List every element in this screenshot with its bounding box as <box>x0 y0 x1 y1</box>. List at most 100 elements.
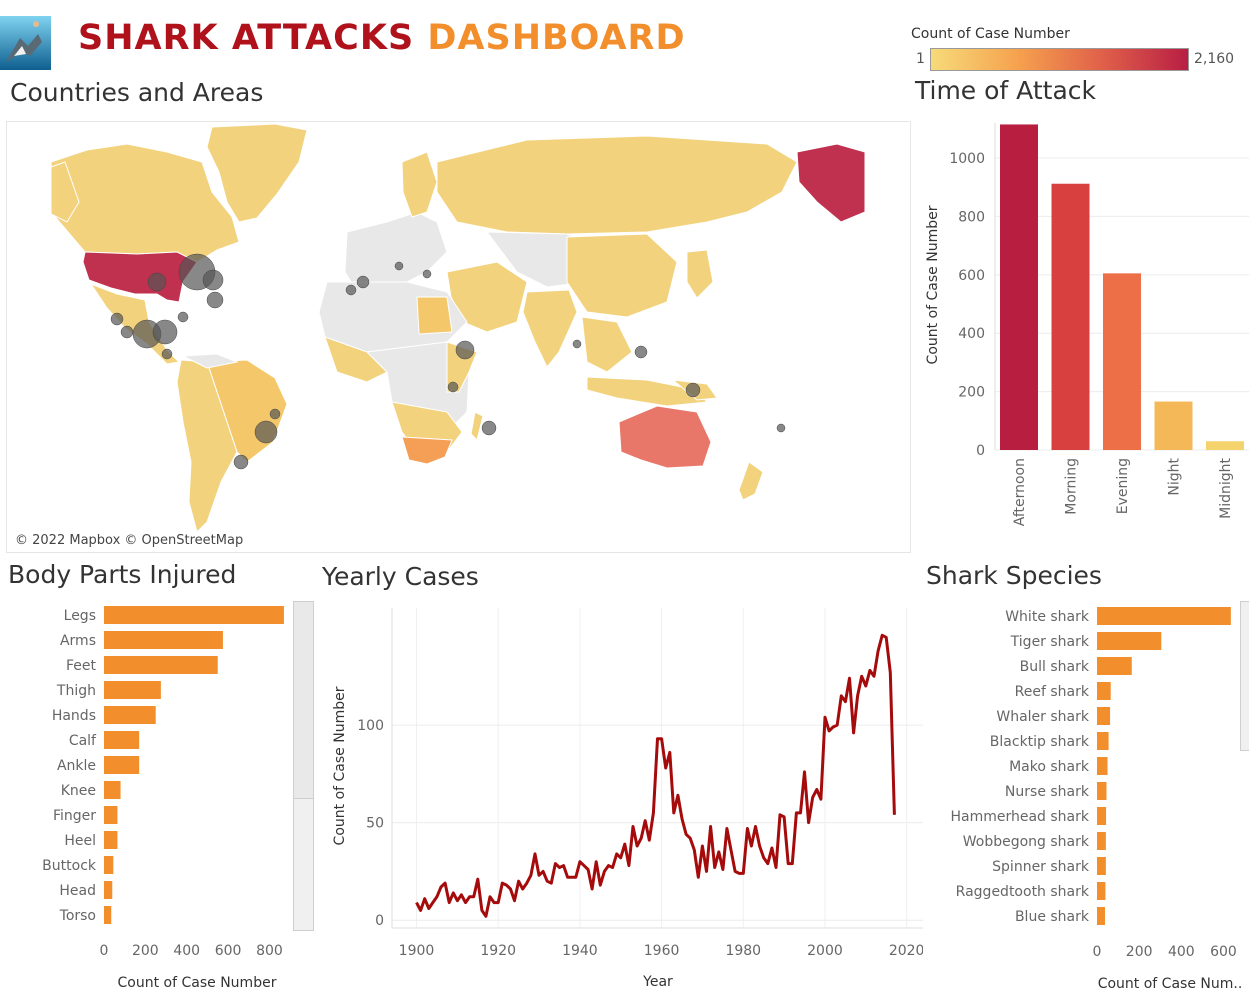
category-label: Calf <box>69 733 97 749</box>
series-line <box>415 633 896 918</box>
x-tick-label: 0 <box>1093 944 1102 960</box>
y-tick-label: 600 <box>958 268 985 284</box>
bar <box>1097 657 1132 675</box>
category-label: Blacktip shark <box>990 734 1090 750</box>
shark-species-chart: White shark Tiger shark Bull shark Reef sha… <box>950 607 1242 992</box>
x-tick-label: 1940 <box>562 943 598 959</box>
bar <box>1103 273 1141 450</box>
category-label: Torso <box>59 908 96 924</box>
category-label: Hammerhead shark <box>950 809 1089 825</box>
category-label: Mako shark <box>1009 759 1090 775</box>
region-venezuela <box>181 353 239 369</box>
category-label: Finger <box>53 808 96 824</box>
region-australia <box>618 405 712 469</box>
bar <box>104 906 112 924</box>
x-tick-label: 0 <box>100 943 109 959</box>
bar <box>104 606 284 624</box>
map-mark <box>110 312 124 326</box>
shark-photo-icon <box>0 16 51 70</box>
category-label: Arms <box>60 633 96 649</box>
body-parts-title: Body Parts Injured <box>8 560 237 589</box>
map-mark <box>147 272 167 292</box>
y-tick-label: 800 <box>958 209 985 225</box>
bar <box>104 806 118 824</box>
bar <box>104 681 161 699</box>
body-parts-scroll-thumb[interactable] <box>294 602 313 799</box>
bar <box>104 706 156 724</box>
y-axis-label: Count of Case Number <box>332 686 348 845</box>
y-tick-label: 1000 <box>949 151 985 167</box>
region-greenland <box>206 123 308 223</box>
bar <box>104 631 223 649</box>
x-tick-label: Morning <box>1064 458 1080 515</box>
time-of-attack-title: Time of Attack <box>915 76 1096 105</box>
region-india <box>522 289 578 368</box>
y-tick-label: 200 <box>958 385 985 401</box>
bar <box>1097 682 1111 700</box>
category-label: Raggedtooth shark <box>956 884 1090 900</box>
map-attribution: © 2022 Mapbox © OpenStreetMap <box>15 533 244 548</box>
region-indonesia <box>586 376 708 407</box>
bar <box>1097 757 1108 775</box>
region-new-zealand <box>738 461 764 501</box>
category-label: Knee <box>61 783 96 799</box>
category-label: Thigh <box>56 683 96 699</box>
bar <box>1097 882 1106 900</box>
body-parts-chart: Legs Arms Feet Thigh Hands Calf Ankle Knee Finge… <box>42 606 284 991</box>
x-tick-label: Midnight <box>1218 457 1234 518</box>
x-tick-label: 2000 <box>807 943 843 959</box>
species-scrollbar[interactable] <box>1240 601 1249 751</box>
category-label: Blue shark <box>1015 909 1090 925</box>
map-mark <box>202 269 224 291</box>
x-tick-label: Evening <box>1115 458 1131 514</box>
y-tick-label: 0 <box>375 913 384 929</box>
map-mark <box>447 381 459 393</box>
x-tick-label: 1900 <box>399 943 435 959</box>
category-label: Feet <box>66 658 97 674</box>
bar <box>1097 907 1106 925</box>
x-tick-label: 1960 <box>644 943 680 959</box>
x-tick-label: Night <box>1167 458 1183 496</box>
map-mark <box>152 319 178 345</box>
region-china <box>566 233 678 318</box>
category-label: Buttock <box>42 858 97 874</box>
map-mark <box>206 291 224 309</box>
region-south-america-west <box>176 359 238 533</box>
map-mark <box>161 348 173 360</box>
x-tick-label: 600 <box>1210 944 1237 960</box>
bar <box>1097 607 1231 625</box>
category-label: Heel <box>64 833 96 849</box>
category-label: Nurse shark <box>1005 784 1090 800</box>
bar <box>104 731 140 749</box>
x-tick-label: 200 <box>1126 944 1153 960</box>
yearly-cases-chart: 1900 1920 1940 1960 1980 2000 2020 0 50 100 Count … <box>332 608 923 990</box>
map-mark <box>776 423 786 433</box>
category-label: Head <box>59 883 96 899</box>
bar <box>1097 857 1106 875</box>
x-tick-label: 200 <box>132 943 159 959</box>
world-map[interactable]: © 2022 Mapbox © OpenStreetMap <box>6 121 911 553</box>
category-label: Ankle <box>57 758 96 774</box>
bar <box>1097 807 1107 825</box>
map-mark <box>422 269 432 279</box>
category-label: Bull shark <box>1020 659 1090 675</box>
category-label: Hands <box>52 708 96 724</box>
legend-label: Count of Case Number <box>911 26 1070 42</box>
y-tick-label: 400 <box>958 326 985 342</box>
category-label: Reef shark <box>1015 684 1090 700</box>
dashboard-title: SHARK ATTACKS DASHBOARD <box>78 18 686 58</box>
body-parts-scrollbar[interactable] <box>293 601 314 931</box>
bar <box>1206 441 1244 450</box>
bar <box>1000 124 1038 450</box>
map-mark <box>233 454 249 470</box>
bar <box>104 656 218 674</box>
map-mark <box>356 275 370 289</box>
map-mark <box>269 408 281 420</box>
legend-max: 2,160 <box>1194 51 1235 67</box>
region-russia <box>436 135 798 235</box>
y-tick-label: 100 <box>357 718 384 734</box>
region-southeast-asia <box>581 316 633 373</box>
map-mark <box>345 284 357 296</box>
y-tick-label: 50 <box>366 816 384 832</box>
y-tick-label: 0 <box>976 443 985 459</box>
